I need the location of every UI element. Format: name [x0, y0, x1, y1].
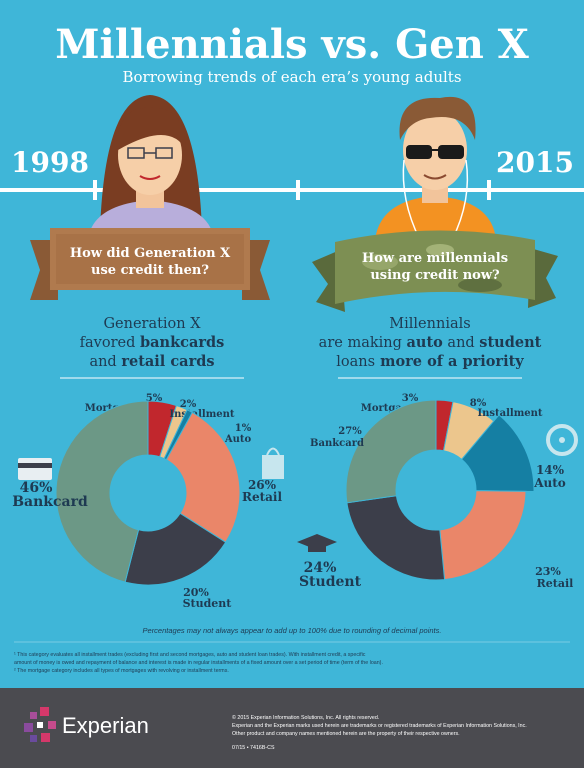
banner-text: use credit then? [91, 263, 209, 278]
description-text: auto [407, 334, 444, 351]
description-text: Generation X [103, 316, 201, 332]
value-label: 3% [402, 393, 419, 404]
donut-segment [124, 512, 227, 586]
bag-icon [262, 447, 284, 479]
description-line: loans more of a priority [336, 353, 524, 370]
value-label: 27% [338, 426, 362, 437]
value-label: 20% [183, 586, 209, 599]
footnote: ² The mortgage category includes all typ… [14, 668, 229, 674]
footer-line: Other product and company names mentione… [232, 731, 460, 737]
value-label: 5% [146, 393, 163, 404]
banner-right [312, 230, 558, 312]
value-label: 14% [536, 463, 565, 477]
value-label: 23% [535, 565, 561, 578]
category-label: Bankcard [310, 438, 364, 449]
logo-mark [24, 707, 56, 742]
title: Millennials vs. Gen X [55, 21, 529, 68]
description-text: and [89, 354, 121, 370]
millennial-illustration [375, 96, 496, 241]
category-label: Installment [477, 408, 542, 419]
subtitle: Borrowing trends of each era’s young adu… [122, 68, 461, 86]
category-label: Installment [169, 409, 234, 420]
category-label: Bankcard [12, 494, 88, 510]
description-text: bankcards [140, 334, 224, 351]
description-text: more of a priority [375, 353, 524, 370]
year: 2015 [496, 146, 574, 179]
donut-segment [439, 490, 527, 581]
donut-segment [461, 414, 535, 493]
category-label: Student [183, 597, 233, 610]
donut-segment [165, 411, 241, 543]
description-text: retail cards [121, 353, 214, 370]
value-label: 24% [304, 560, 337, 576]
value-label: 8% [470, 398, 487, 409]
card-icon [18, 458, 52, 480]
description-text: loans [336, 354, 375, 370]
footer-code: 07/15 • 7416B-CS [232, 745, 275, 751]
footer-line: © 2015 Experian Information Solutions, I… [232, 714, 379, 721]
description-line: and retail cards [89, 353, 214, 370]
category-label: Mortgage [361, 403, 415, 414]
donut-segment [345, 399, 437, 504]
value-label: 26% [248, 478, 277, 492]
description-line: are making auto and student [319, 334, 542, 351]
description-text: student [479, 334, 541, 351]
description-text: Millennials [389, 316, 470, 332]
footnote: ¹ This category evaluates all installmen… [14, 652, 366, 658]
note: Percentages may not always appear to add… [143, 626, 442, 635]
category-label: Retail [242, 490, 282, 504]
value-label: 46% [20, 480, 53, 496]
donut-segment [55, 400, 149, 583]
description-text: and [443, 335, 479, 351]
donut-segment [346, 495, 446, 581]
banner-left [30, 228, 270, 300]
description-line: Generation X [103, 316, 201, 332]
footer [0, 688, 584, 768]
description-text: favored [80, 335, 140, 351]
category-label: Student [299, 574, 362, 590]
category-label: Auto [533, 476, 566, 490]
value-label: 2% [180, 399, 197, 410]
year: 1998 [11, 146, 89, 179]
description-text: are making [319, 335, 407, 351]
footnote: amount of money is owed and repayment of… [14, 660, 383, 666]
logo: Experian [62, 713, 149, 738]
value-label: 1% [235, 423, 252, 434]
banner-text: using credit now? [370, 268, 500, 283]
cap-icon [297, 534, 337, 552]
banner-text: How are millennials [362, 251, 508, 266]
footer-line: Experian and the Experian marks used her… [232, 723, 527, 729]
category-label: Auto [224, 434, 252, 445]
description-line: Millennials [389, 316, 470, 332]
banner-text: How did Generation X [70, 246, 231, 261]
wheel-icon [546, 424, 578, 456]
category-label: Retail [537, 577, 574, 590]
description-line: favored bankcards [80, 334, 225, 351]
